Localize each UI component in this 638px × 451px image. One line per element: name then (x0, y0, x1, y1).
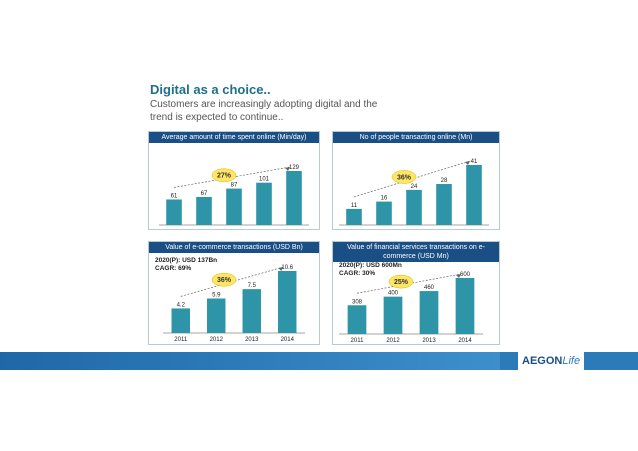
data-label: 400 (388, 291, 399, 297)
logo-suffix: Life (562, 355, 581, 367)
chart-note: 2020(P): USD 600Mn CAGR: 30% (339, 262, 402, 278)
bar (466, 165, 482, 225)
x-tick-label: 2013 (422, 338, 436, 344)
data-label: 7.5 (248, 283, 257, 289)
cagr-badge (211, 272, 237, 287)
chart-title: No of people transacting online (Mn) (333, 132, 499, 143)
x-tick-label: 2012 (210, 337, 224, 343)
cagr-badge (388, 274, 414, 289)
bar (256, 182, 272, 225)
aegon-life-logo: AEGONLife (518, 352, 585, 370)
bar (383, 296, 403, 334)
data-label: 5.9 (212, 292, 221, 298)
bar (166, 199, 182, 225)
x-tick-label: 2014 (458, 338, 472, 344)
chart-panel-ecommerce-value: Value of e-commerce transactions (USD Bn… (148, 241, 320, 345)
bar (376, 201, 392, 225)
note-line: CAGR: 30% (339, 270, 376, 277)
bar (347, 305, 367, 334)
data-label: 308 (352, 299, 363, 305)
bar (171, 308, 190, 333)
note-line: 2020(P): USD 600Mn (339, 262, 402, 269)
cagr-label: 25% (394, 279, 409, 286)
bar (196, 196, 212, 225)
data-label: 4.2 (177, 302, 186, 308)
chart-time-online: 61201167201287201310120141292015(P)27% (159, 165, 309, 226)
chart-note: 2020(P): USD 137Bn CAGR: 69% (155, 257, 217, 273)
cagr-label: 36% (217, 277, 232, 284)
bar (226, 188, 242, 225)
data-label: 28 (441, 178, 448, 184)
x-tick-label: 2012 (386, 338, 400, 344)
slide-title: Digital as a choice.. (150, 82, 271, 97)
data-label: 16 (381, 196, 388, 202)
chart-financial-services: 308 2011 400 2012 460 2013 600 2014 25% (339, 272, 483, 344)
bar (455, 278, 475, 334)
data-label: 600 (460, 272, 471, 278)
x-tick-label: 2014 (281, 337, 295, 343)
cagr-label: 36% (397, 174, 412, 181)
trend-arrowhead (278, 267, 284, 271)
chart-panel-people-online: No of people transacting online (Mn) 11 2… (332, 131, 500, 230)
x-tick-label: 2013 (245, 337, 259, 343)
bar (436, 184, 452, 225)
data-label: 67 (201, 191, 208, 197)
note-line: CAGR: 69% (155, 265, 192, 272)
data-label: 11 (351, 203, 358, 209)
data-label: 10.6 (281, 265, 293, 271)
slide-subtitle: Customers are increasingly adopting digi… (150, 99, 378, 123)
logo-brand: AEGON (522, 355, 563, 367)
cagr-badge (211, 168, 237, 182)
note-line: 2020(P): USD 137Bn (155, 257, 218, 264)
chart-title: Average amount of time spent online (Min… (149, 132, 319, 143)
footer-bar (0, 352, 638, 370)
bar (278, 271, 297, 333)
data-label: 129 (289, 165, 300, 171)
x-tick-label: 2011 (174, 337, 188, 343)
chart-title: Value of e-commerce transactions (USD Bn… (149, 242, 319, 253)
chart-people-online: 112011162012242013282014412015 (P)36% (339, 159, 489, 226)
trend-arrowhead (456, 274, 461, 278)
bar (346, 208, 362, 225)
bar (286, 171, 302, 225)
data-label: 61 (171, 193, 178, 199)
bar (242, 289, 261, 333)
data-label: 101 (259, 177, 270, 183)
trend-arrowhead (285, 167, 290, 171)
cagr-badge (391, 170, 417, 184)
data-label: 41 (471, 159, 478, 165)
x-tick-label: 2011 (351, 338, 365, 344)
bar (419, 291, 439, 334)
data-label: 87 (231, 183, 238, 189)
trend-arrow (173, 166, 291, 188)
chart-panel-time-online: Average amount of time spent online (Min… (148, 131, 320, 230)
chart-ecommerce-value: 4.2 2011 5.9 2012 7.5 2013 10.6 2014 36% (163, 265, 305, 343)
data-label: 24 (411, 184, 418, 190)
trend-arrowhead (465, 161, 470, 165)
chart-title: Value of financial services transactions… (333, 242, 499, 262)
chart-panel-financial-services: Value of financial services transactions… (332, 241, 500, 345)
data-label: 460 (424, 285, 435, 291)
bar (207, 298, 226, 333)
cagr-label: 27% (217, 173, 232, 180)
bar (406, 189, 422, 225)
